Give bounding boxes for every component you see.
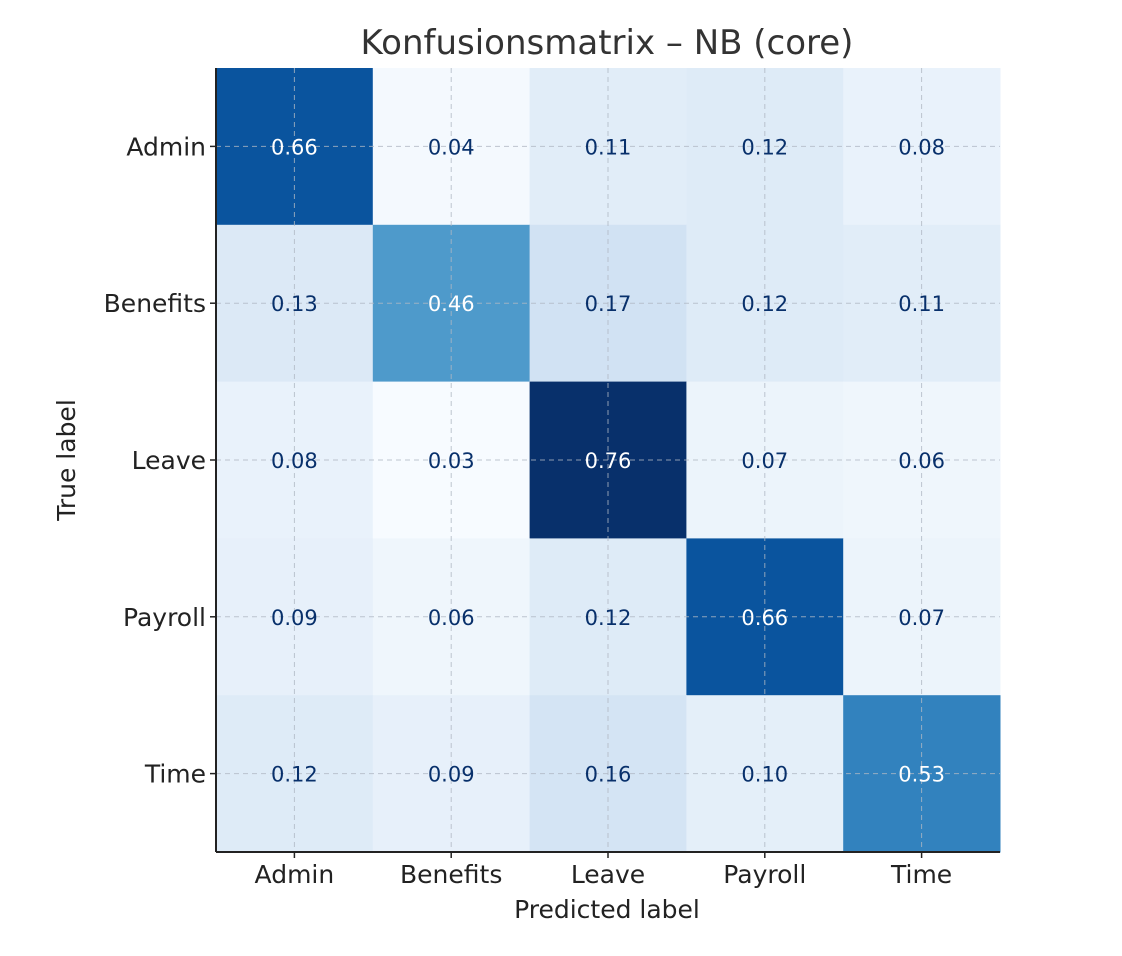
y-tick-label: Benefits bbox=[104, 289, 206, 318]
cell-value-labels: 0.66 0.04 0.11 0.12 0.08 0.13 0.46 0.17 0.12 0.11… bbox=[271, 135, 945, 786]
y-axis-label: True label bbox=[52, 399, 81, 522]
heatmap-cell-admin-admin bbox=[216, 68, 374, 226]
cell-value-label: 0.66 bbox=[741, 606, 788, 630]
y-tick-label: Admin bbox=[126, 132, 206, 161]
y-tick-labels: Admin Benefits Leave Payroll Time bbox=[104, 132, 216, 789]
cell-value-label: 0.16 bbox=[585, 763, 632, 787]
x-tick-label: Leave bbox=[571, 860, 645, 889]
cell-value-label: 0.12 bbox=[741, 135, 788, 159]
x-tick-labels: Admin Benefits Leave Payroll Time bbox=[255, 852, 952, 889]
cell-value-label: 0.04 bbox=[428, 135, 475, 159]
cell-value-label: 0.12 bbox=[585, 606, 632, 630]
y-tick-label: Payroll bbox=[123, 603, 206, 632]
y-tick-label: Time bbox=[144, 760, 206, 789]
grid-lines bbox=[216, 68, 1000, 852]
cell-value-label: 0.46 bbox=[428, 292, 475, 316]
cell-value-label: 0.09 bbox=[428, 763, 475, 787]
cell-value-label: 0.76 bbox=[585, 449, 632, 473]
cell-value-label: 0.11 bbox=[898, 292, 945, 316]
cell-value-label: 0.09 bbox=[271, 606, 318, 630]
cell-value-label: 0.07 bbox=[898, 606, 945, 630]
x-tick-label: Admin bbox=[255, 860, 335, 889]
chart-title: Konfusionsmatrix – NB (core) bbox=[361, 23, 854, 63]
cell-value-label: 0.13 bbox=[271, 292, 318, 316]
cell-value-label: 0.07 bbox=[741, 449, 788, 473]
y-tick-label: Leave bbox=[132, 446, 206, 475]
cell-value-label: 0.66 bbox=[271, 135, 318, 159]
cell-value-label: 0.53 bbox=[898, 763, 945, 787]
cell-value-label: 0.12 bbox=[271, 763, 318, 787]
cell-value-label: 0.06 bbox=[428, 606, 475, 630]
cell-value-label: 0.08 bbox=[898, 135, 945, 159]
x-tick-label: Time bbox=[890, 860, 952, 889]
cell-value-label: 0.17 bbox=[585, 292, 632, 316]
cell-value-label: 0.11 bbox=[585, 135, 632, 159]
x-tick-label: Payroll bbox=[723, 860, 806, 889]
x-tick-label: Benefits bbox=[400, 860, 502, 889]
cell-value-label: 0.06 bbox=[898, 449, 945, 473]
cell-value-label: 0.10 bbox=[741, 763, 788, 787]
cell-value-label: 0.03 bbox=[428, 449, 475, 473]
cell-value-label: 0.08 bbox=[271, 449, 318, 473]
x-axis-label: Predicted label bbox=[514, 895, 700, 924]
cell-value-label: 0.12 bbox=[741, 292, 788, 316]
